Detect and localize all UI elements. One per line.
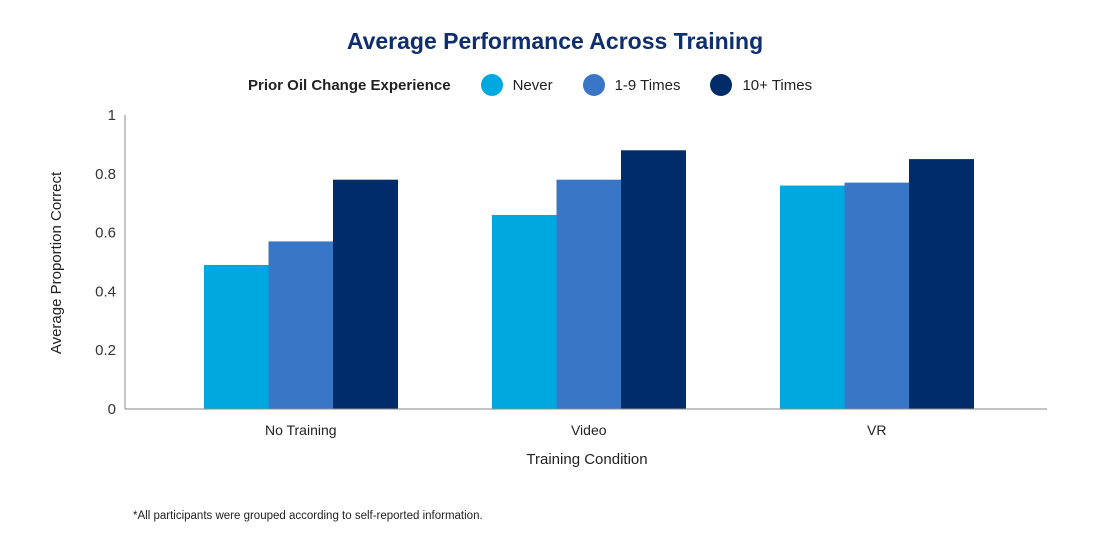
bars [204,150,974,409]
legend-label-10-plus-times: 10+ Times [742,76,813,94]
y-tick-labels: 0 0.2 0.4 0.6 0.8 1 [95,107,116,418]
bar-vr-1-9-times [844,182,910,409]
bar-vr-never [780,185,845,409]
bar-video-1-9-times [556,179,622,409]
legend-swatch-never [480,74,503,96]
x-tick-labels: No Training Video VR [265,422,887,438]
y-tick-label: 0.2 [95,342,116,359]
legend-item-10-plus-times: 10+ Times [710,74,812,96]
legend-label-never: Never [512,76,553,94]
legend-item-1-9-times: 1-9 Times [582,74,681,96]
legend-title: Prior Oil Change Experience [248,76,451,94]
x-tick-label: VR [867,422,886,438]
chart-title: Average Performance Across Training [346,28,764,54]
legend-label-1-9-times: 1-9 Times [614,76,681,94]
legend-item-never: Never [480,74,553,96]
y-tick-label: 1 [108,107,116,124]
y-tick-label: 0.4 [95,283,116,300]
legend-swatch-1-9-times [582,74,605,96]
bar-vr-10-plus-times [909,159,974,409]
bar-no-training-10-plus-times [333,179,398,409]
x-axis-title: Training Condition [526,451,647,468]
footnote: *All participants were grouped according… [133,510,483,522]
bar-video-never [492,214,557,409]
legend: Prior Oil Change Experience Never 1-9 Ti… [248,72,842,98]
bar-no-training-never [204,264,269,409]
legend-swatch-10-plus-times [710,74,733,96]
y-tick-label: 0.8 [95,166,116,183]
x-tick-label: Video [571,422,607,438]
bar-no-training-1-9-times [268,241,334,409]
x-tick-label: No Training [265,422,337,438]
bar-video-10-plus-times [621,150,686,409]
y-tick-label: 0.6 [95,225,116,242]
y-axis-title: Average Proportion Correct [48,171,65,354]
y-tick-label: 0 [108,401,116,418]
